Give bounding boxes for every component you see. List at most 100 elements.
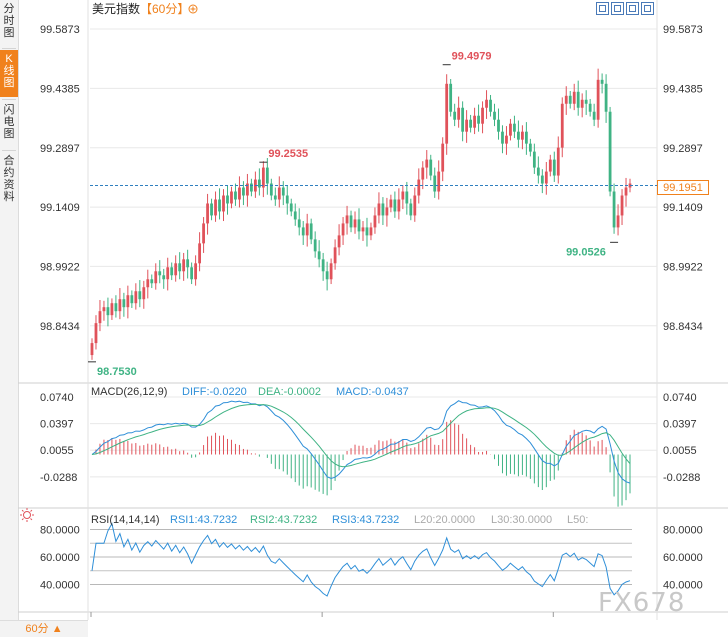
candle-body xyxy=(381,203,385,216)
candle-body xyxy=(337,235,341,248)
chart-canvas[interactable]: 美元指数 【60分】 99.5873 99.5873 99.4385 99.4385 99.… xyxy=(0,0,728,620)
l30-value: L30:30.0000 xyxy=(491,514,552,526)
y-tick-label-right: 40.0000 xyxy=(663,580,703,592)
candle-body xyxy=(174,263,178,276)
skip-end-icon[interactable] xyxy=(641,2,654,15)
high-label: 99.2535 xyxy=(268,148,308,160)
candle-body xyxy=(102,307,106,312)
candle-body xyxy=(596,79,600,120)
candle-body xyxy=(361,227,365,232)
candle-body xyxy=(269,183,273,196)
candle-body xyxy=(497,119,500,132)
tab-flash[interactable]: 闪电图 xyxy=(3,104,15,140)
tab-contract-info[interactable]: 合约资料 xyxy=(3,155,15,203)
candle-body xyxy=(321,259,325,272)
high-label: 99.4979 xyxy=(452,51,492,63)
candle-body xyxy=(206,203,209,224)
candle-body xyxy=(349,215,353,228)
expand-icon[interactable] xyxy=(596,2,609,15)
low-label: 99.0526 xyxy=(566,246,606,258)
candle-body xyxy=(218,199,221,212)
candle-body xyxy=(401,191,405,200)
candle-body xyxy=(389,199,393,208)
sidebar-divider xyxy=(2,99,16,100)
zoom-in-icon xyxy=(188,4,198,14)
candle-body xyxy=(210,203,213,216)
candle-body xyxy=(532,151,536,168)
candle-body xyxy=(289,203,293,212)
y-tick-label: 60.0000 xyxy=(40,552,80,564)
candle-body xyxy=(457,107,461,120)
y-tick-label-right: -0.0288 xyxy=(663,472,700,484)
candle-body xyxy=(345,215,349,224)
candle-body xyxy=(517,131,520,140)
candle-body xyxy=(465,119,469,132)
candle-body xyxy=(222,195,225,212)
fit-icon[interactable] xyxy=(611,2,624,15)
candle-body xyxy=(90,343,94,356)
chart-type-icon[interactable] xyxy=(626,2,639,15)
candle-body xyxy=(325,271,329,280)
candle-body xyxy=(461,107,465,132)
candle-body xyxy=(600,79,604,84)
candle-body xyxy=(106,307,110,316)
candle-body xyxy=(485,99,488,108)
l20-value: L20:20.0000 xyxy=(414,514,475,526)
candle-body xyxy=(505,135,508,144)
candle-body xyxy=(501,131,504,144)
candle-body xyxy=(122,299,126,308)
candle-body xyxy=(182,259,186,272)
candle-body xyxy=(285,195,289,204)
candle-body xyxy=(146,279,150,288)
candle-body xyxy=(453,111,457,120)
candle-body xyxy=(238,187,241,200)
candle-body xyxy=(580,99,584,108)
candle-body xyxy=(473,115,476,128)
candle-body xyxy=(130,295,134,304)
candle-body xyxy=(377,203,381,216)
current-price-tag: 99.1951 xyxy=(657,180,709,195)
settings-icon xyxy=(21,509,24,512)
candle-body xyxy=(142,287,146,300)
candle-body xyxy=(540,175,544,184)
candle-body xyxy=(441,143,445,172)
watermark: FX678 xyxy=(598,588,686,618)
rsi1-value: RSI1:43.7232 xyxy=(170,514,237,526)
chart-toolbar xyxy=(596,2,654,15)
rsi-title: RSI(14,14,14) xyxy=(91,514,159,526)
rsi2-value: RSI2:43.7232 xyxy=(250,514,317,526)
dea-line xyxy=(91,403,631,468)
candle-body xyxy=(564,95,568,104)
candle-body xyxy=(425,159,429,168)
candle-body xyxy=(413,195,417,216)
candle-body xyxy=(265,167,269,184)
y-tick-label: 0.0397 xyxy=(40,419,74,431)
candle-body xyxy=(493,111,496,120)
candle-body xyxy=(162,275,166,280)
candle-body xyxy=(385,207,389,216)
candle-body xyxy=(357,219,361,232)
candle-body xyxy=(449,83,453,112)
macd-value: MACD:-0.0437 xyxy=(336,386,409,398)
y-tick-label-right: 80.0000 xyxy=(663,525,703,537)
candle-body xyxy=(202,223,205,244)
diff-line xyxy=(91,400,631,484)
candle-body xyxy=(365,227,369,236)
tab-timeshare[interactable]: 分时图 xyxy=(3,3,15,39)
candle-body xyxy=(584,99,588,104)
period-selector[interactable]: 60分 ▲ xyxy=(0,620,88,637)
y-tick-label-right: 99.5873 xyxy=(663,24,703,36)
candle-body xyxy=(552,159,556,176)
macd-title: MACD(26,12,9) xyxy=(91,386,167,398)
candle-body xyxy=(273,195,277,200)
y-tick-label-right: 99.2897 xyxy=(663,143,703,155)
candle-body xyxy=(246,183,249,196)
candle-body xyxy=(489,99,492,112)
candle-body xyxy=(528,143,532,152)
y-tick-label: 40.0000 xyxy=(40,580,80,592)
candle-body xyxy=(110,303,114,316)
candle-body xyxy=(186,259,190,268)
y-tick-label: -0.0288 xyxy=(40,472,77,484)
